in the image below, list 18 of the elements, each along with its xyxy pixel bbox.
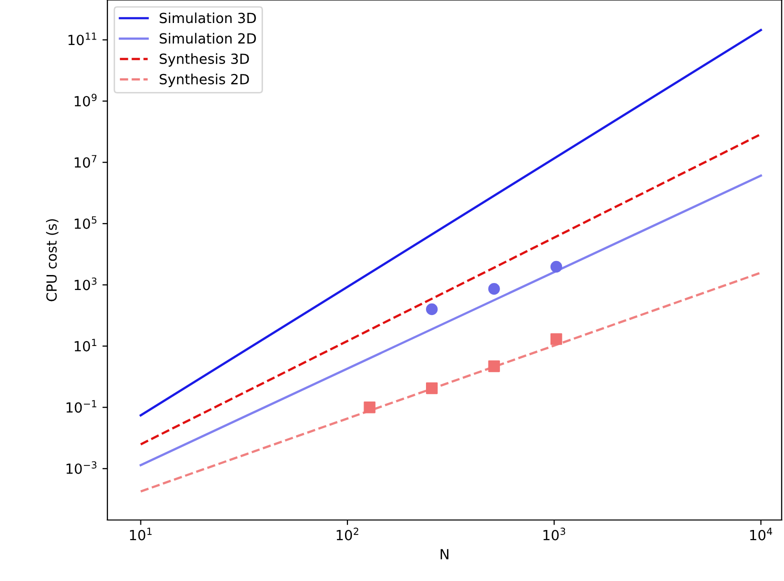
y-tick-label: 10$^{−1}$ [66, 400, 96, 413]
y-tick-label: 10$^{5}$ [74, 216, 96, 229]
y-tick-label: 10$^{7}$ [74, 155, 96, 168]
y-tick-label: 10$^{11}$ [68, 32, 96, 46]
legend-label: Synthesis 2D [160, 74, 249, 88]
legend-label: Simulation 2D [160, 32, 256, 44]
legend-label: Simulation 3D [160, 12, 256, 24]
x-axis-title: N [440, 549, 448, 560]
y-tick-label: 10$^{3}$ [74, 277, 96, 290]
y-tick-label: 10$^{1}$ [74, 338, 96, 352]
y-tick-label: 10$^{9}$ [74, 94, 97, 106]
x-tick-label: 10$^{1}$ [130, 528, 152, 540]
x-tick-label: 10$^{2}$ [336, 528, 358, 540]
x-tick-label: 10$^{3}$ [543, 528, 566, 540]
y-axis-title: CPU cost (s) [46, 219, 58, 302]
x-tick-label: 10$^{4}$ [750, 528, 772, 540]
legend-label: Synthesis 3D [160, 53, 249, 67]
y-tick-label: 10$^{−3}$ [66, 461, 96, 474]
